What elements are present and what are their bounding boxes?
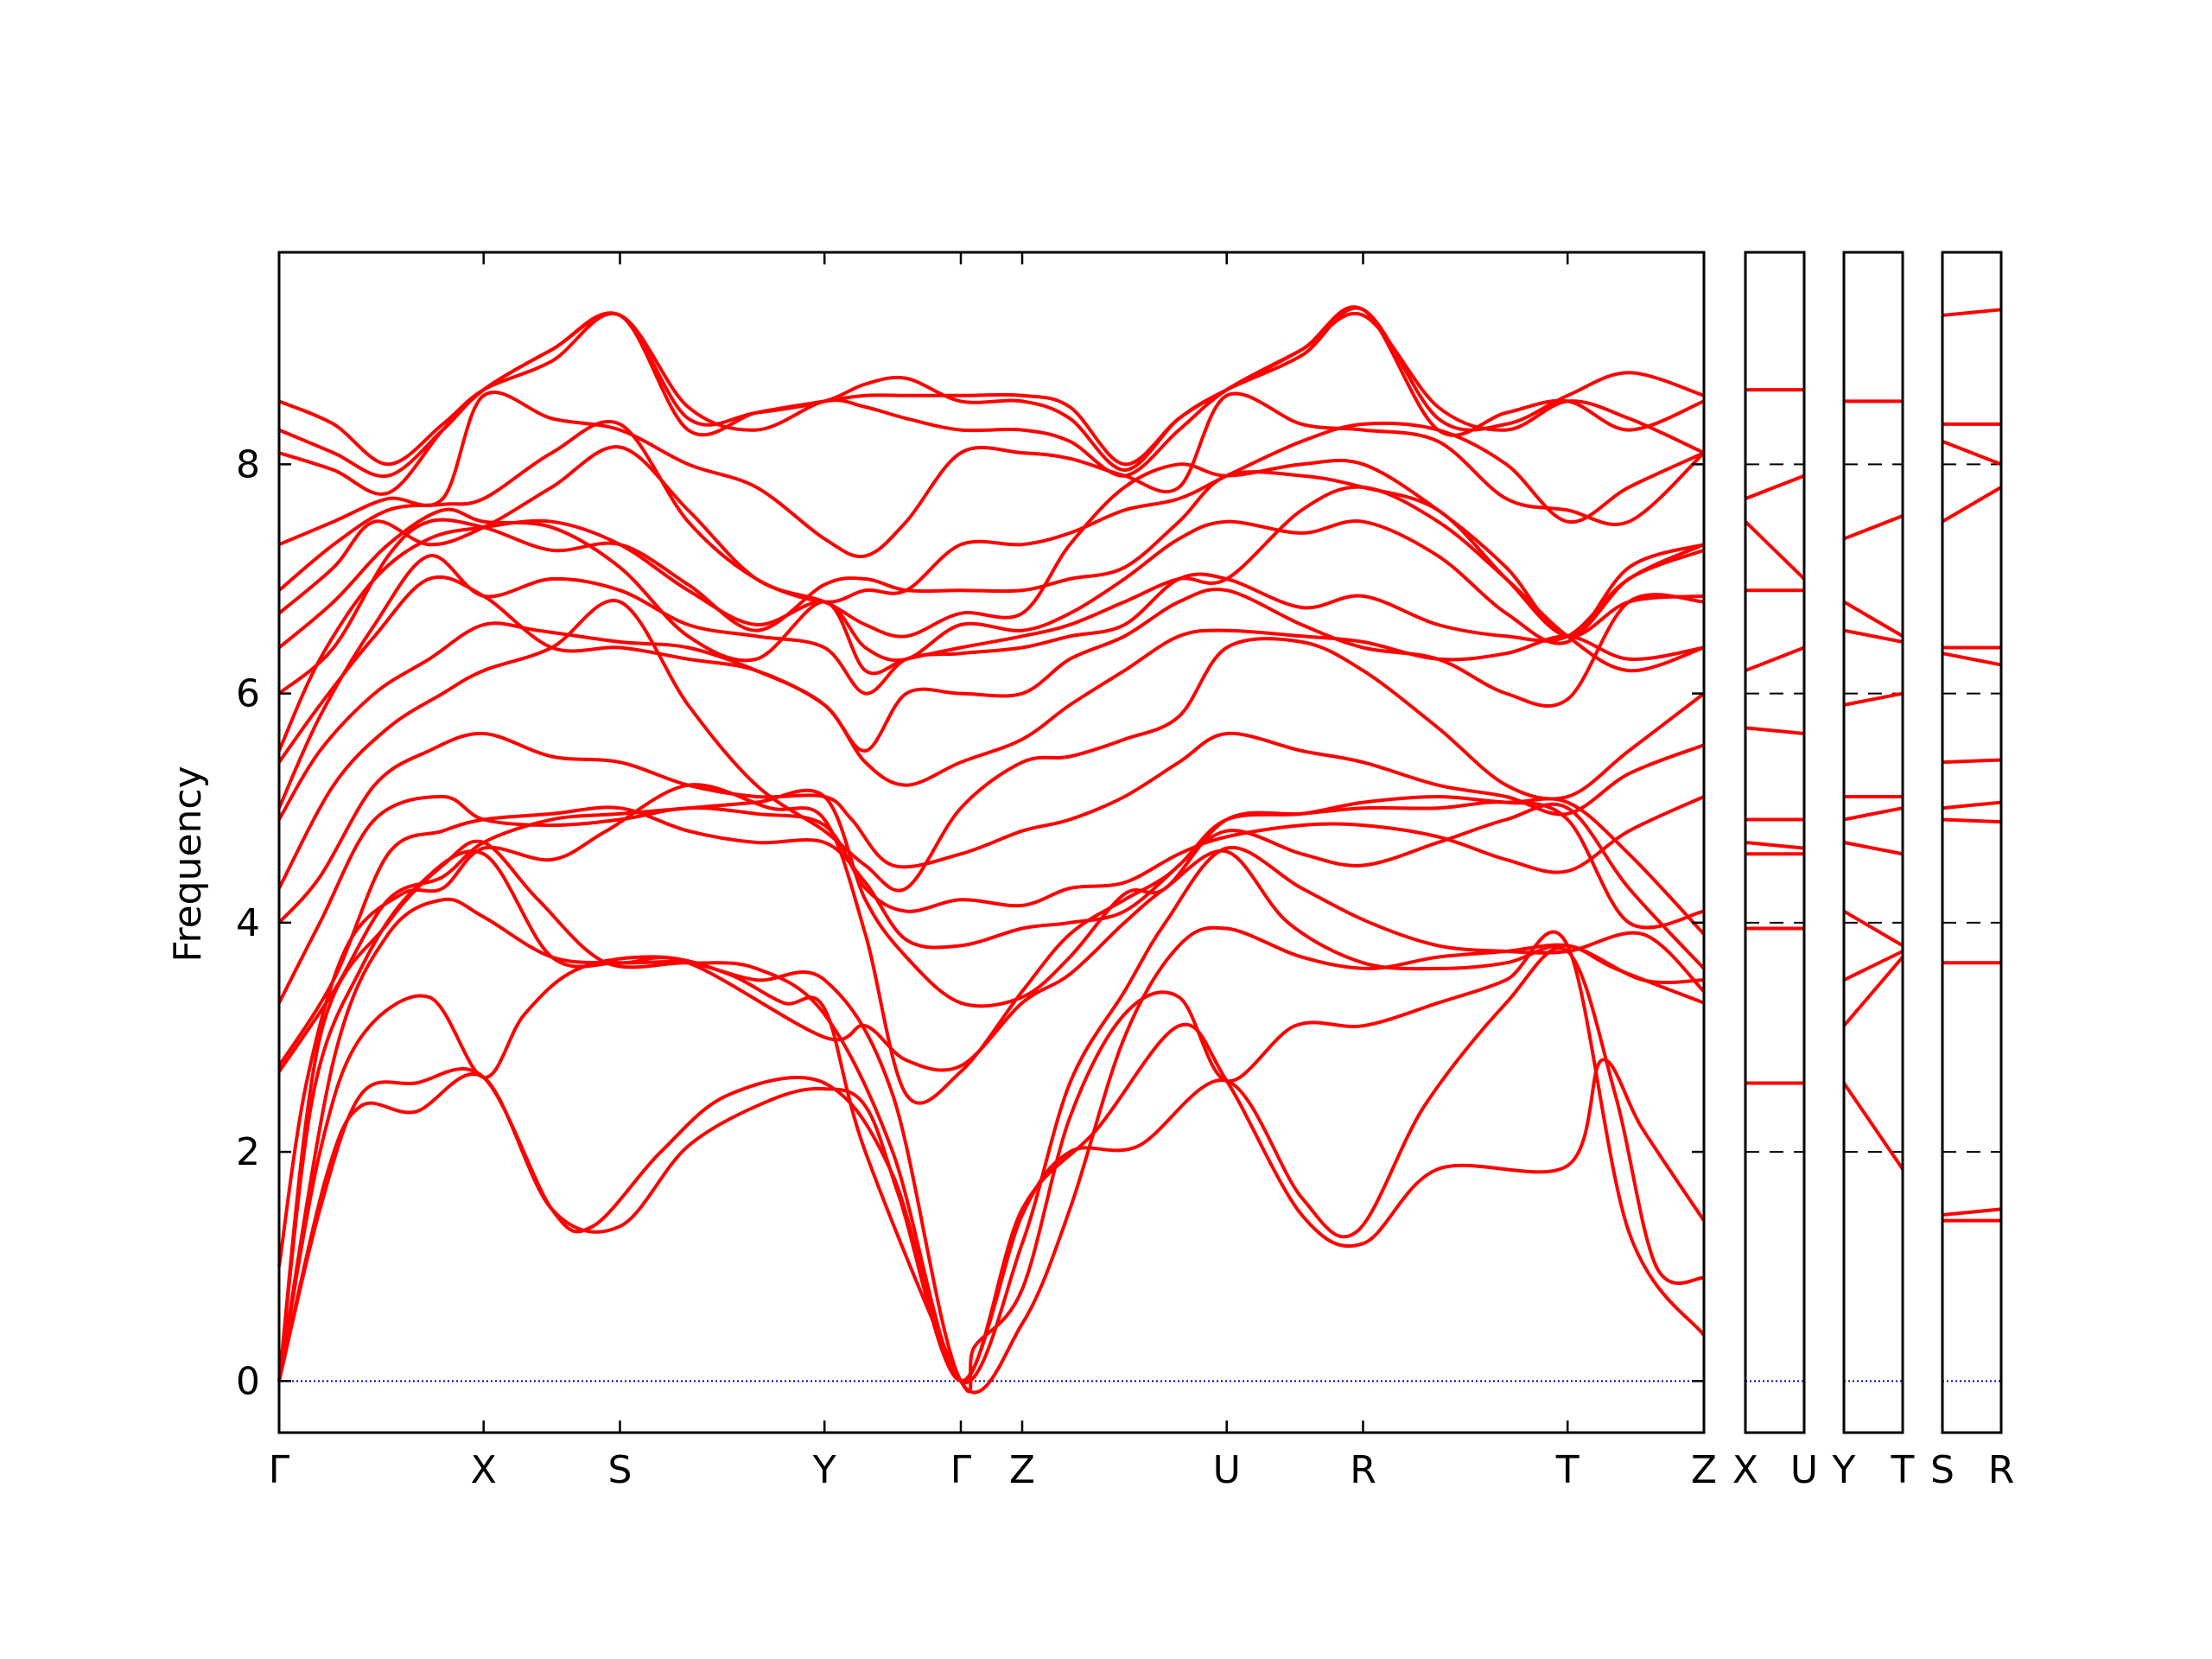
y-axis-label: Frequency bbox=[166, 766, 210, 962]
x-tick-label: S bbox=[1930, 1448, 1955, 1492]
phonon-band bbox=[277, 849, 1705, 1382]
phonon-band bbox=[1842, 1082, 1904, 1171]
phonon-band bbox=[1942, 800, 2002, 810]
x-tick-label: R bbox=[1350, 1448, 1376, 1492]
plot-frame bbox=[277, 251, 1706, 1434]
x-tick-label: U bbox=[1790, 1448, 1818, 1492]
phonon-band bbox=[278, 311, 1705, 496]
phonon-band bbox=[277, 946, 1705, 1383]
phonon-band bbox=[1842, 956, 1904, 1027]
x-tick-label: Γ bbox=[269, 1448, 290, 1492]
phonon-band bbox=[277, 598, 1706, 893]
x-tick-label: Y bbox=[812, 1448, 836, 1492]
phonon-band bbox=[277, 788, 1705, 1073]
phonon-band bbox=[1744, 520, 1806, 581]
phonon-band bbox=[277, 470, 1705, 696]
phonon-band bbox=[277, 783, 1706, 1267]
x-tick-label: R bbox=[1988, 1448, 2015, 1492]
y-tick-label: 2 bbox=[236, 1130, 260, 1174]
phonon-band bbox=[1843, 691, 1904, 707]
phonon-band bbox=[1843, 628, 1904, 644]
x-tick-label: Z bbox=[1009, 1448, 1035, 1492]
phonon-band bbox=[1843, 841, 1904, 856]
phonon-band bbox=[277, 445, 1705, 639]
x-tick-label: Z bbox=[1691, 1448, 1717, 1492]
x-tick-label: X bbox=[471, 1448, 497, 1492]
phonon-band bbox=[1942, 439, 2002, 467]
phonon-band bbox=[1842, 600, 1904, 639]
plot-frame bbox=[1842, 251, 1904, 1434]
y-tick-label: 8 bbox=[236, 442, 260, 486]
phonon-band bbox=[277, 839, 1706, 1384]
phonon-band bbox=[1942, 817, 2002, 824]
plot-frame bbox=[1941, 251, 2003, 1434]
x-tick-label: T bbox=[1555, 1448, 1580, 1492]
x-tick-label: X bbox=[1732, 1448, 1758, 1492]
phonon-band bbox=[1745, 726, 1805, 736]
plot-frame bbox=[1744, 251, 1806, 1434]
phonon-band bbox=[1745, 474, 1805, 500]
phonon-band bbox=[1942, 308, 2002, 317]
phonon-band bbox=[1842, 909, 1904, 948]
phonon-band bbox=[1942, 758, 2002, 765]
phonon-band bbox=[1745, 645, 1805, 672]
x-tick-label: U bbox=[1213, 1448, 1241, 1492]
phonon-band bbox=[277, 731, 1705, 925]
phonon-band bbox=[277, 795, 1705, 1004]
x-tick-label: Y bbox=[1832, 1448, 1856, 1492]
x-tick-label: Γ bbox=[950, 1448, 972, 1492]
phonon-band bbox=[277, 485, 1705, 676]
y-tick-label: 6 bbox=[236, 672, 260, 716]
y-tick-label: 0 bbox=[236, 1359, 260, 1403]
x-tick-label: T bbox=[1891, 1448, 1915, 1492]
phonon-band bbox=[277, 1022, 1706, 1383]
phonon-band bbox=[277, 930, 1706, 1394]
phonon-band bbox=[1941, 486, 2003, 524]
phonon-band bbox=[1843, 806, 1904, 822]
phonon-band bbox=[277, 548, 1705, 810]
y-tick-label: 4 bbox=[236, 901, 260, 945]
phonon-band bbox=[1843, 514, 1904, 541]
phonon-band bbox=[1942, 1207, 2002, 1217]
phonon-band bbox=[1745, 841, 1805, 850]
phonon-band bbox=[278, 390, 1706, 559]
phonon-band bbox=[278, 305, 1705, 467]
x-tick-label: S bbox=[608, 1448, 632, 1492]
phonon-band bbox=[1843, 950, 1904, 982]
phonon-band bbox=[277, 795, 1706, 1067]
phonon-band bbox=[1942, 652, 2002, 667]
